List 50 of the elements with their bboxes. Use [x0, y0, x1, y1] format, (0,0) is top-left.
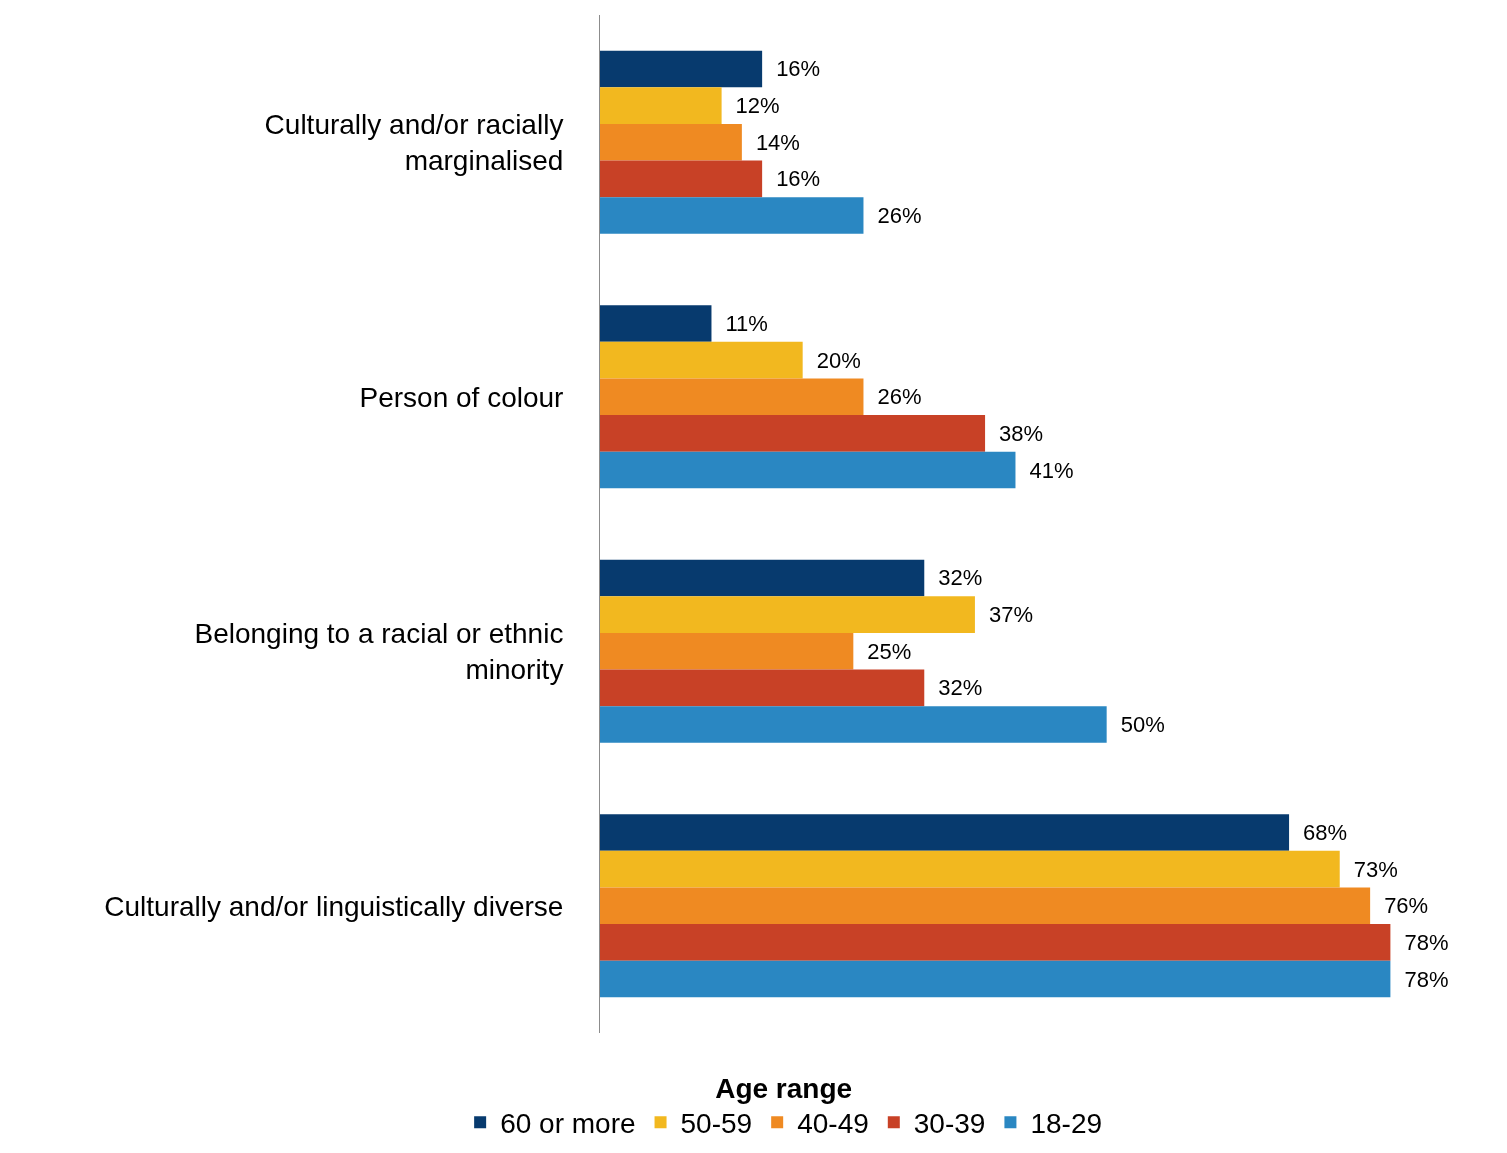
bar — [600, 559, 925, 597]
data-label: 76% — [1373, 893, 1429, 919]
data-label: 37% — [977, 602, 1033, 628]
data-label: 26% — [866, 384, 922, 410]
data-label: 38% — [988, 420, 1044, 446]
bar — [600, 632, 854, 670]
bar — [600, 378, 864, 416]
bar — [600, 160, 763, 198]
bar — [600, 814, 1290, 851]
bar — [600, 706, 1107, 743]
bar — [600, 415, 986, 452]
data-label: 12% — [724, 93, 780, 119]
data-label: 68% — [1292, 819, 1348, 845]
data-label: 14% — [744, 129, 800, 155]
data-label: 32% — [927, 675, 983, 701]
legend-label: 60 or more — [500, 1108, 636, 1140]
legend-label: 18-29 — [1030, 1108, 1103, 1140]
y-tick-label: Belonging to a racial or ethnic minority — [194, 617, 564, 686]
y-tick-label: Person of colour — [359, 381, 564, 413]
bar — [600, 887, 1371, 925]
bar — [600, 123, 742, 161]
bar — [600, 305, 712, 342]
legend-label: 40-49 — [797, 1108, 869, 1140]
bar — [600, 960, 1391, 998]
data-label: 26% — [866, 203, 922, 229]
legend-label: 50-59 — [680, 1108, 753, 1140]
y-tick-label: Culturally and/or racially marginalised — [264, 108, 564, 177]
bar — [600, 850, 1340, 888]
bar — [600, 669, 925, 707]
data-label: 73% — [1342, 856, 1398, 882]
data-label: 78% — [1393, 966, 1449, 992]
bar — [600, 87, 722, 124]
data-label: 32% — [927, 565, 983, 591]
bar — [600, 451, 1016, 489]
y-tick-label: Culturally and/or linguistically diverse — [104, 890, 564, 922]
data-label: 50% — [1109, 712, 1165, 738]
bar — [600, 596, 975, 633]
legend-label: 30-39 — [913, 1108, 986, 1140]
data-label: 11% — [714, 310, 768, 336]
data-label: 16% — [765, 56, 821, 82]
data-label: 16% — [765, 166, 821, 192]
bar — [600, 50, 763, 88]
bar — [600, 197, 864, 234]
data-label: 41% — [1018, 457, 1074, 483]
bar — [600, 924, 1391, 961]
data-label: 78% — [1393, 929, 1449, 955]
bar — [600, 341, 803, 379]
data-label: 20% — [805, 347, 861, 373]
data-label: 25% — [856, 638, 912, 664]
legend-title: Age range — [715, 1072, 853, 1104]
